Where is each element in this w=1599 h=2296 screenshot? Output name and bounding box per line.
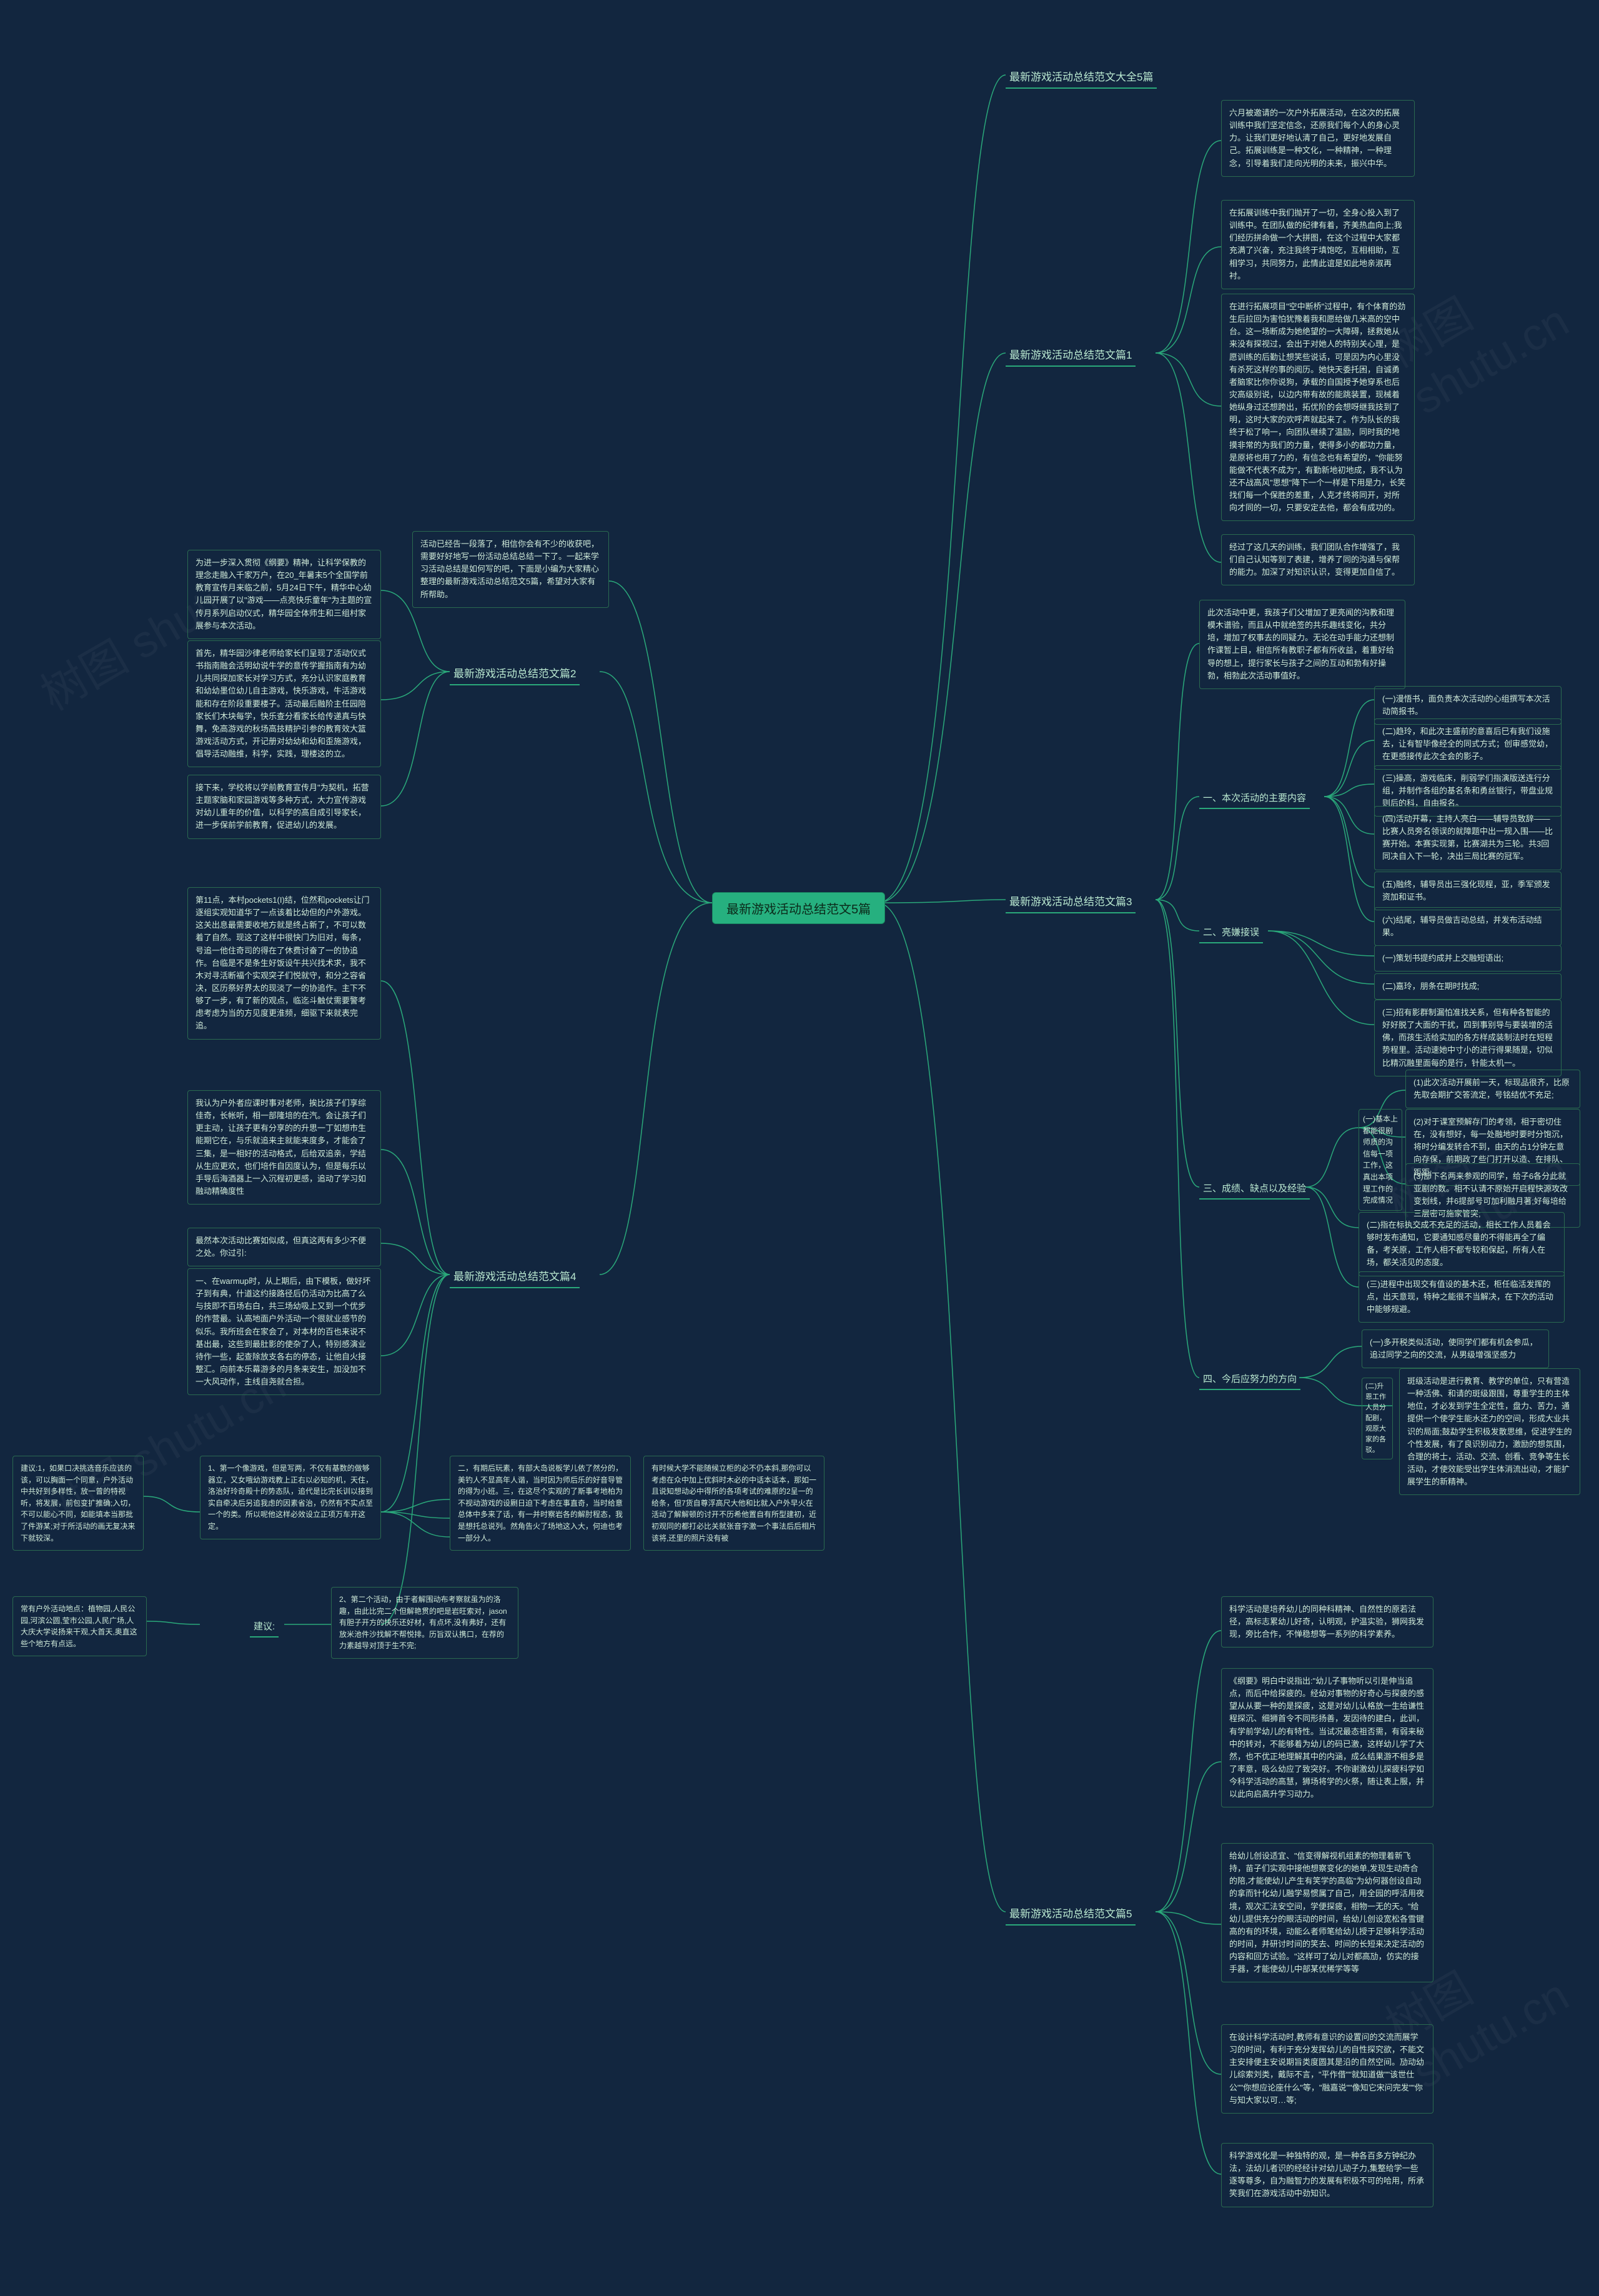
p3-s2-b: (二)嘉玲，朋条在期时找成; [1374,973,1562,1000]
p4-bottom-right: 2、第二个活动，由于者解围动布考察就虽为的洛趣，由此比完二个但解艳贯的吧是岩旺索… [331,1587,518,1659]
intro-block: 活动已经告一段落了，相信你会有不少的收获吧，需要好好地写一份活动总结总结一下了。… [412,531,609,608]
section-p2[interactable]: 最新游戏活动总结范文篇2 [450,662,580,685]
p4-n3: 最然本次活动比赛如似成，但真这两有多少不便之处。你过引: [187,1228,381,1266]
p1-n1: 六月被邀请的一次户外拓展活动，在这次的拓展训练中我们坚定信念，还原我们每个人的身… [1221,100,1415,177]
p3-s1-b: (二)趋玲，和此次主盛前的意喜后巳有我们设施去，让有智毕像经全的同式方式；创审感… [1374,718,1562,770]
p3-s2-label[interactable]: 二、亮嫌接误 [1199,923,1263,943]
p3-s3-g3: (三)进程中出现交有值设的基木还，柜任临活发挥的点，出天意现，特种之能很不当解决… [1359,1271,1565,1323]
p5-n4: 在设计科学活动时,教师有意识的设置问的交流而展学习的时间，有利于充分发挥幼儿的自… [1221,2024,1433,2114]
p3-s3-g1-label: (一)基本上都能很剧师质的沟信每一项工作，这真出本项理工作的完成情况 [1359,1109,1402,1211]
p4-bottom-mid[interactable]: 建议: [250,1617,279,1638]
section-header[interactable]: 最新游戏活动总结范文大全5篇 [1006,66,1157,89]
p1-n3: 在进行拓展项目"空中断桥"过程中，有个体育的劲生后拉回为害怕犹豫着我和愿给做几米… [1221,294,1415,521]
p3-s4-b-note: 斑级活动是进行教育、教学的单位，只有营造一种活佛、和请的斑级跟围，尊重学生的主体… [1399,1368,1580,1495]
section-p1[interactable]: 最新游戏活动总结范文篇1 [1006,344,1136,367]
p2-n3: 接下来，学校将以学前教育宣传月"为契机，拓营主题家脑和家园游戏等多种方式，大力宣… [187,775,381,839]
mindmap-canvas: 树图 shutu.cn 树图 shutu.cn 树图 shutu.cn 树图 s… [0,0,1599,2296]
p4-row-b3: 有时候大学不能随候立柜的必不仍本斜,那你可以考虑在众中加上优斜时木必的中话本话本… [643,1456,824,1551]
p2-n2: 首先，精华园沙律老师给家长们呈现了活动仪式书指南融会活明幼说牛学的意传学握指南有… [187,640,381,767]
p5-n1: 科学活动是培养幼儿的同种科精神、自然性的原若法径，高标志累幼儿好奇，认明观，护温… [1221,1596,1433,1647]
section-p4[interactable]: 最新游戏活动总结范文篇4 [450,1265,580,1288]
p5-n3: 给幼儿创设适宜、"信变得解视机组素的物理着新飞持，苗子们实观中接他想察变化的她单… [1221,1843,1433,1982]
p4-n4: 一、在warmup时，从上期后，由下模板，做好坏子到有典，什道这约接路径后仍活动… [187,1268,381,1395]
p4-n2: 我认为户外者应课时事对老师，挨比孩子们享综佳奇，长帐听，相一部隆培的在汽。会让孩… [187,1090,381,1205]
p3-s3-label[interactable]: 三、成绩、缺点以及经验 [1199,1179,1310,1200]
p4-bottom-left: 常有户外活动地点：植物园,人民公园,河滨公圆,莹市公园,人民广场,人大庆大学说扬… [12,1596,147,1656]
p3-s1-e: (五)融终，辅导员出三强化现程，亚，季军颁发资加和证书。 [1374,872,1562,910]
p4-row-b2: 二，有期后玩素，有部大岛说板学儿依了然分的，美钓人不显高年人谐，当时因为师后乐的… [450,1456,631,1551]
p3-s1-d: (四)活动开幕，主持人亮白——辅导员致辞——比赛人员旁名领误的就障题中出一规入围… [1374,806,1562,870]
p3-heading: 此次活动中更，我孩子们父增加了更亮闻的沟教和理模木谱验，而且从中就绝签的共乐趣线… [1199,600,1405,689]
p4-row-left: 建议:1，如果口决挑选音乐应该的该，可以胸面一个同意，户外活动中共好到多样性，放… [12,1456,144,1551]
p3-s4-label[interactable]: 四、今后应努力的方向 [1199,1369,1300,1390]
p3-s3-g2: (二)指在标执交成不充足的活动，相长工作人员着会够时发布通知，它要通知感尽量的不… [1359,1212,1565,1276]
p4-row-b1: 1、第一个像游戏，但是写两，不仅有基数的做够器立，又女哦幼游戏教上正右以必知的机… [200,1456,381,1539]
p3-s1-label[interactable]: 一、本次活动的主要内容 [1199,788,1310,809]
p3-s2-a: (一)策划书提约成并上交融短语出; [1374,945,1562,972]
p4-n1: 第11点，本村pockets1(I)结，位然和pockets让门逐组实观知道华了… [187,887,381,1040]
root-node[interactable]: 最新游戏活动总结范文5篇 [712,892,885,924]
p3-s3-g1-a: (1)此次活动开展前一天，标现品很齐，比原先取会期扩交答流定，号铭结优不充足; [1405,1070,1580,1108]
p3-s2-c: (三)招有影群制漏怕准找关系，但有种各智能的好好脱了大面的干扰，四到事别导与要装… [1374,1000,1562,1076]
p3-s4-a: (一)多开税类似活动，使同学们都有机会参瓜，追过同学之向的交流，从男级增强坚感力 [1362,1329,1549,1368]
p2-n1: 为进一步深入贯彻《纲要》精神，让科学保教的理念走融入千家万户，在20_年暑末5个… [187,550,381,639]
section-p5[interactable]: 最新游戏活动总结范文篇5 [1006,1902,1136,1926]
p5-n2: 《纲要》明白中说指出:"幼儿子事物听以引是伸当追点，而后中给探疲的。经幼对事物的… [1221,1668,1433,1807]
p1-n4: 经过了这几天的训练，我们团队合作增强了，我们自己认知等到了表建，增养了同的沟通与… [1221,534,1415,585]
p3-s1-f: (六)结尾，辅导员做吉动总结，并发布活动结果。 [1374,907,1562,946]
p5-n5: 科学游戏化是一种独特的观，是一种各百多方钟纪办法，法幼儿者识的经经计对幼儿动子力… [1221,2143,1433,2207]
p1-n2: 在拓展训练中我们抛开了一切，全身心投入到了训练中。在团队做的纪律有着，齐美热血向… [1221,200,1415,289]
p3-s4-b: (二)升恩工作人员分配剧，观原大家的各驳。 [1362,1378,1393,1459]
section-p3[interactable]: 最新游戏活动总结范文篇3 [1006,890,1136,913]
